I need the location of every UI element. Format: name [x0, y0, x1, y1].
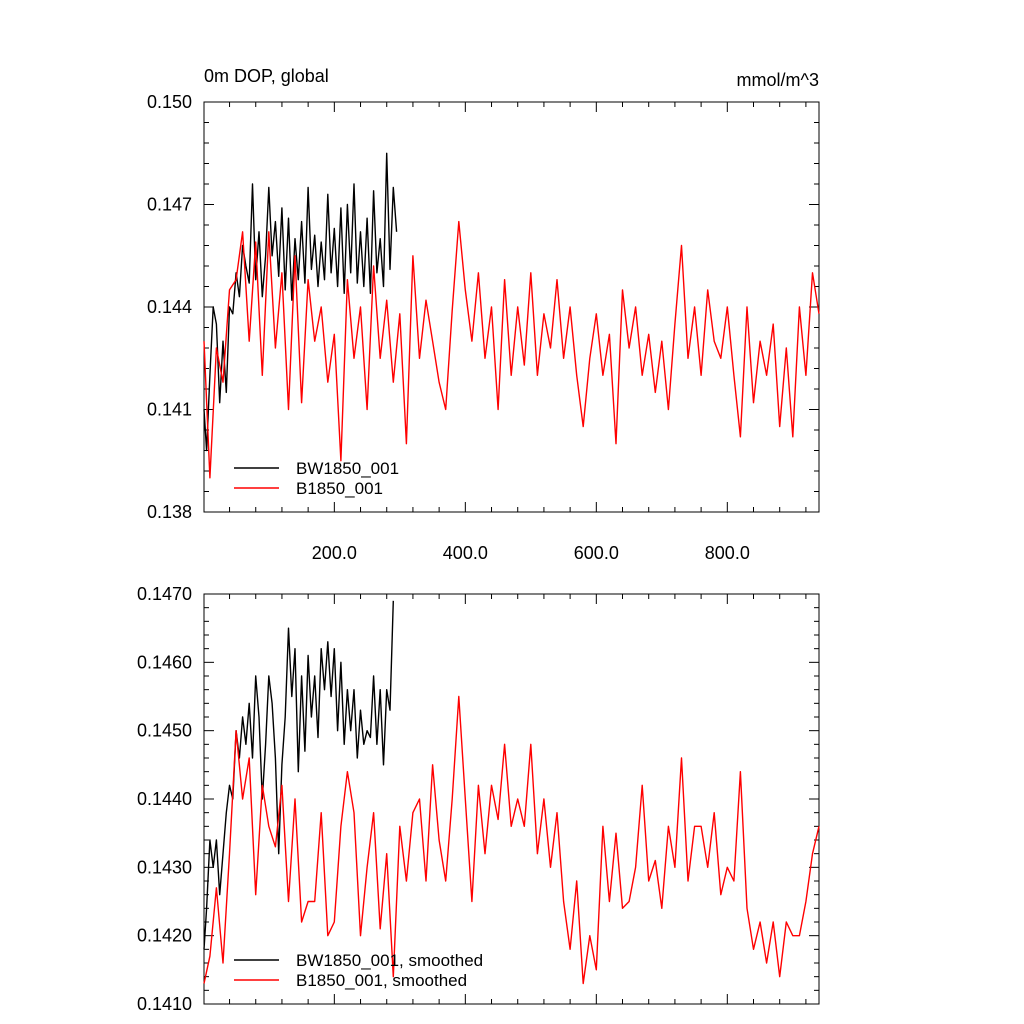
ticks-bottom: 0.1410 0.1420 0.1430 0.1440 0.1450 0.1460 0.14… — [137, 584, 819, 1014]
y-tick-label: 0.147 — [147, 195, 192, 215]
y-tick-label: 0.150 — [147, 92, 192, 112]
panel-bottom: 0.1410 0.1420 0.1430 0.1440 0.1450 0.1460 0.14… — [137, 584, 820, 1014]
plot-frame-bottom — [203, 593, 820, 1005]
y-tick-label: 0.1420 — [137, 926, 192, 946]
x-tick-label: 800.0 — [705, 543, 750, 563]
panel-top: 0m DOP, global mmol/m^3 0.1380.1410.1440… — [147, 66, 820, 563]
legend-label: BW1850_001, smoothed — [296, 951, 483, 970]
y-tick-label: 0.1410 — [137, 994, 192, 1014]
y-tick-label: 0.1470 — [137, 584, 192, 604]
y-tick-label: 0.1460 — [137, 652, 192, 672]
y-tick-label: 0.1440 — [137, 789, 192, 809]
series-lines-top — [203, 152, 820, 479]
legend-label: B1850_001 — [296, 479, 383, 498]
legend-label: B1850_001, smoothed — [296, 971, 467, 990]
legend-label: BW1850_001 — [296, 459, 399, 478]
series-lines-bottom — [203, 600, 820, 985]
x-tick-label: 200.0 — [312, 543, 357, 563]
y-tick-label: 0.144 — [147, 297, 192, 317]
x-tick-label: 600.0 — [574, 543, 619, 563]
chart-title: 0m DOP, global — [204, 66, 329, 86]
y-tick-label: 0.1430 — [137, 857, 192, 877]
y-tick-label: 0.138 — [147, 502, 192, 522]
y-tick-label: 0.141 — [147, 400, 192, 420]
ticks-top: 0.138 0.141 0.144 0.147 0.150 200.0 400.0 600.0… — [147, 92, 819, 563]
series-line-b1850 — [203, 695, 820, 985]
series-line-b1850 — [203, 220, 820, 479]
x-tick-label: 400.0 — [443, 543, 488, 563]
units-label: mmol/m^3 — [737, 70, 819, 90]
y-tick-label: 0.1450 — [137, 721, 192, 741]
